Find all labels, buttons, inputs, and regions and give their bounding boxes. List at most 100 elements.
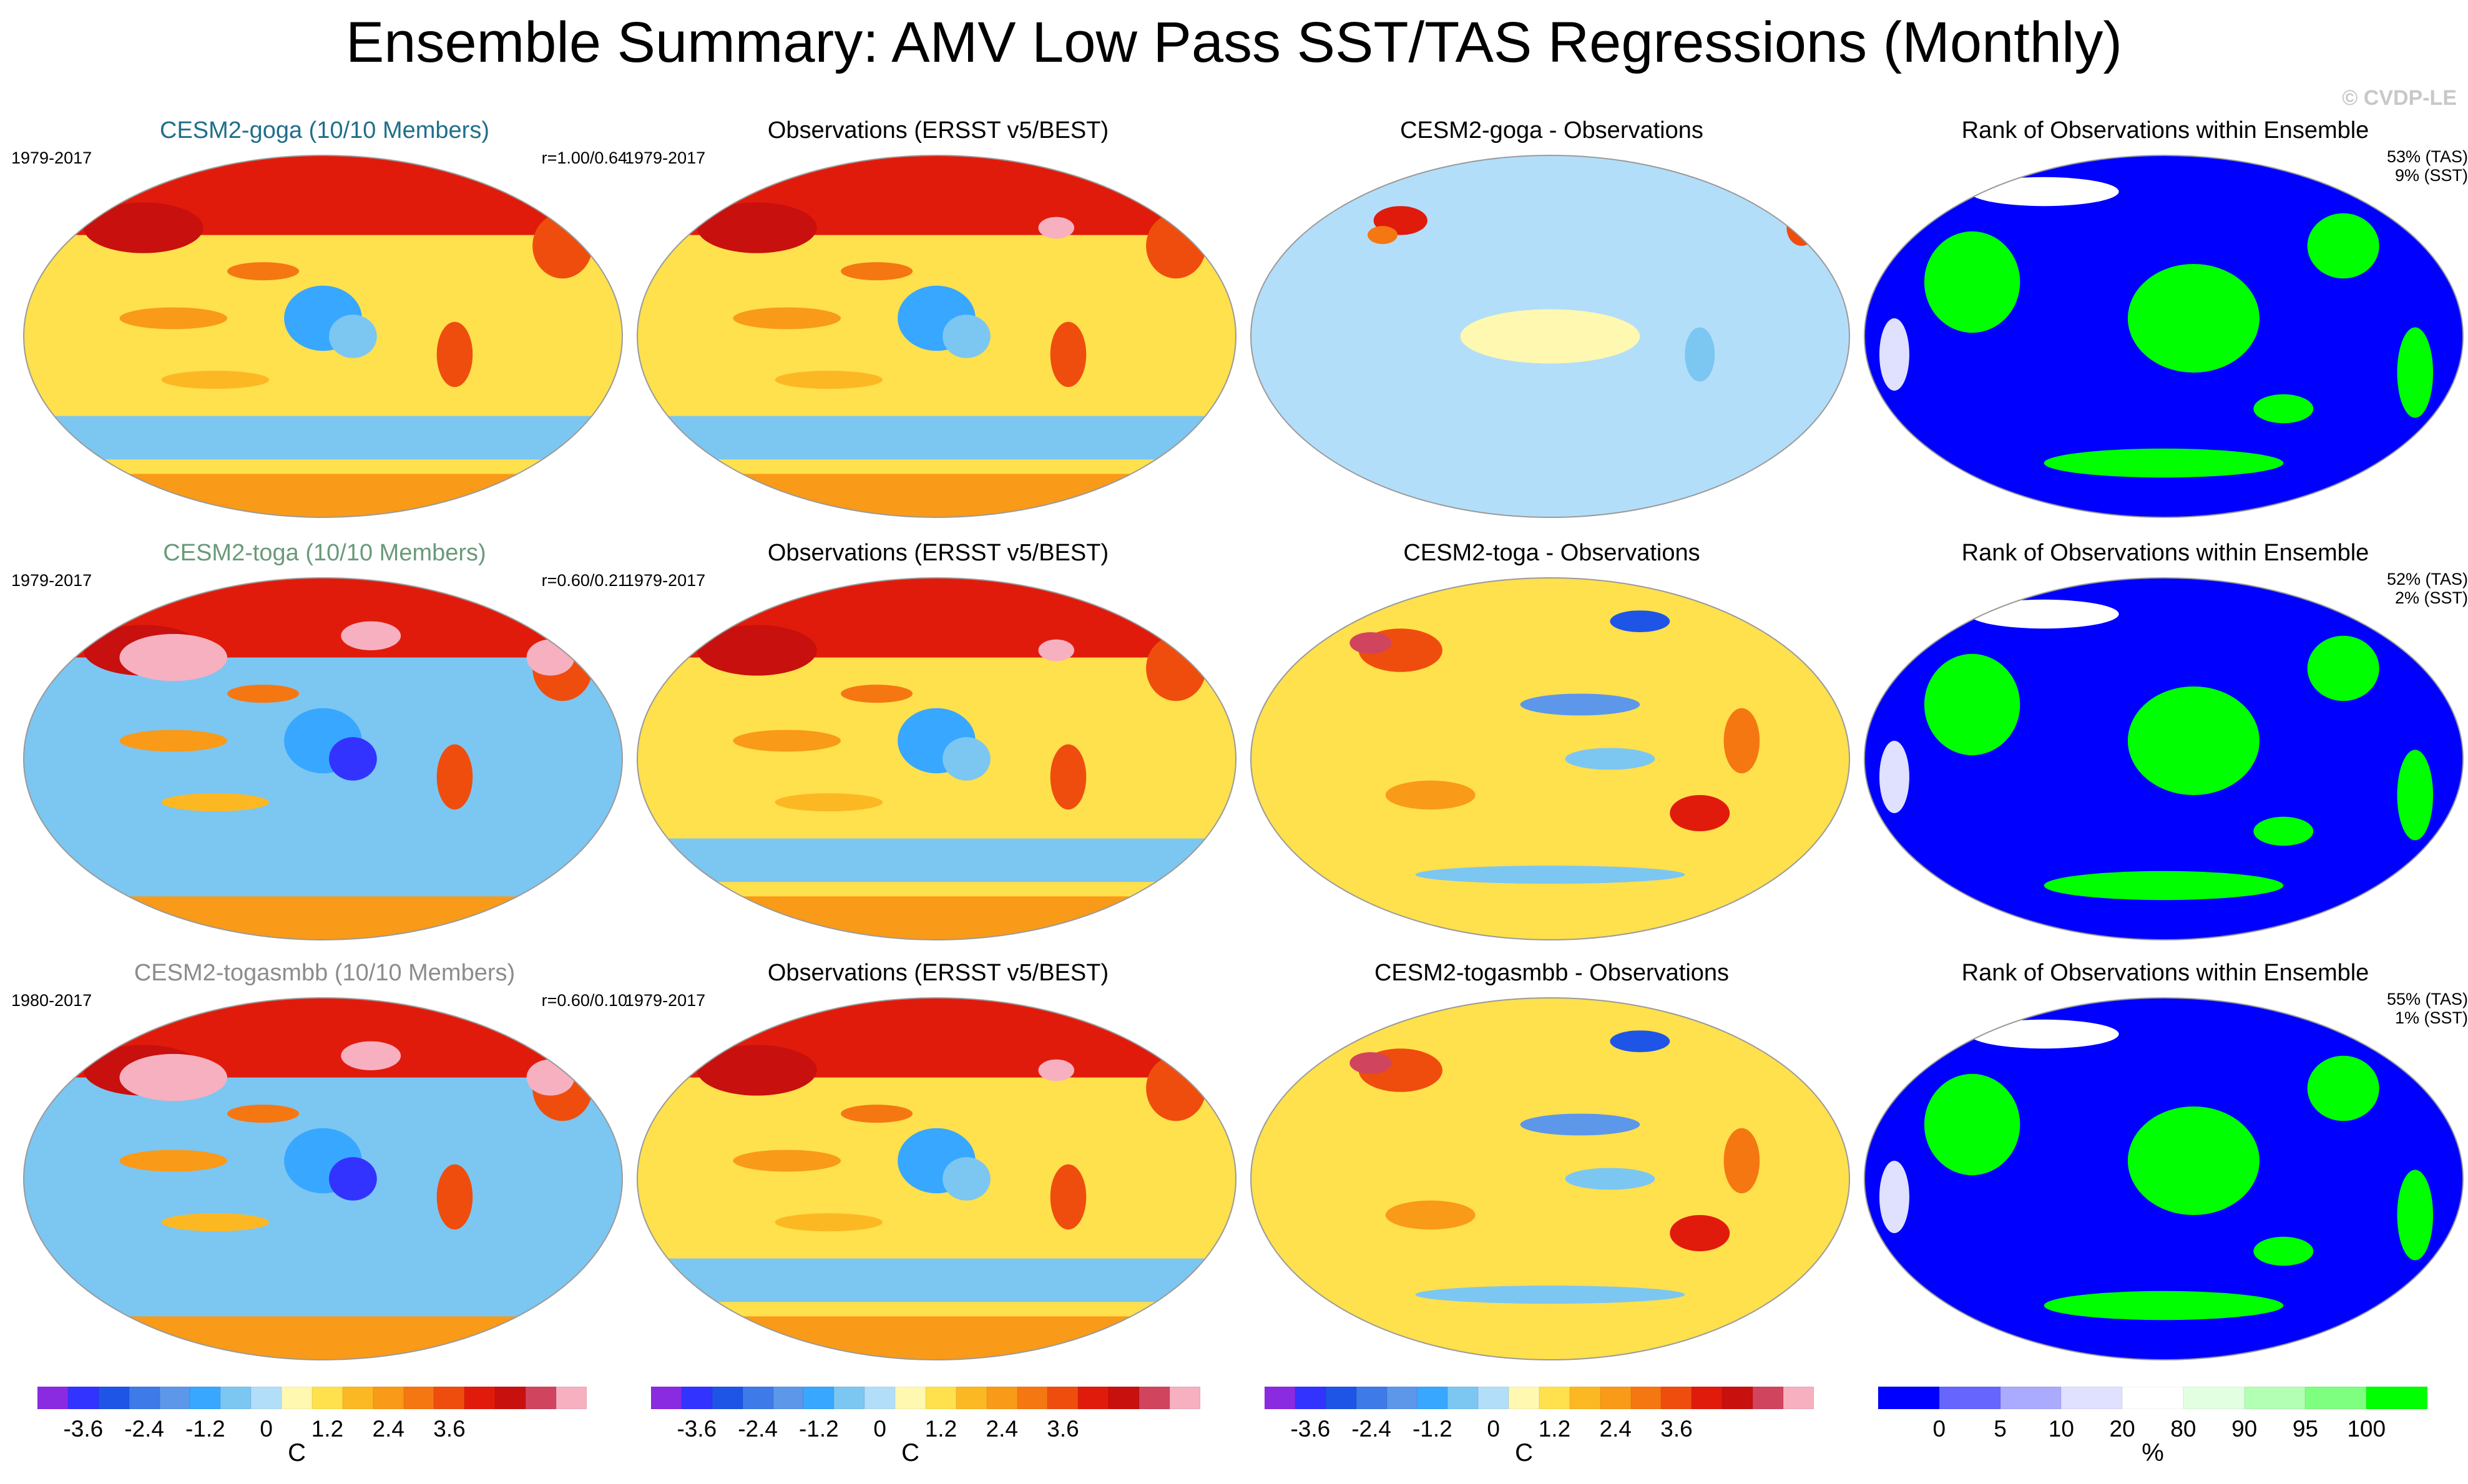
rank-region <box>2307 635 2379 701</box>
colorbar-tick-label: 1.2 <box>924 1416 957 1442</box>
years-label-obs-1: 1979-2017 <box>625 149 706 167</box>
rank-region <box>2253 816 2314 846</box>
warm-region <box>436 321 473 388</box>
colorbar-swatch <box>251 1387 282 1409</box>
colorbar-swatch <box>1109 1387 1139 1409</box>
anomaly-base <box>1251 578 1849 940</box>
map-obs-1 <box>637 155 1236 518</box>
warm-region <box>1050 1164 1087 1230</box>
rank-sst-2: 2% (SST) <box>2394 588 2468 607</box>
anomaly-region <box>1610 610 1670 632</box>
colorbar-tick-label: 2.4 <box>1599 1416 1632 1442</box>
anomaly-region <box>1385 780 1476 810</box>
land-mask <box>1038 217 1075 239</box>
colorbar-tick-label: 90 <box>2231 1416 2258 1442</box>
anomaly-region <box>1385 1200 1476 1230</box>
rank-region <box>2127 686 2260 795</box>
colorbar-swatch <box>742 1387 773 1409</box>
southern-ocean-band <box>637 416 1236 460</box>
map-outline <box>637 155 1236 518</box>
colorbar-swatch <box>956 1387 987 1409</box>
rank-region <box>1969 1019 2119 1049</box>
land-mask <box>119 1053 228 1101</box>
anomaly-region <box>1520 1113 1640 1136</box>
colorbar-swatch <box>1692 1387 1723 1409</box>
colorbar-tick-label: 2.4 <box>986 1416 1018 1442</box>
colorbar-swatch <box>98 1387 129 1409</box>
warm-region <box>733 1150 841 1172</box>
colorbar-tick-label: 1.2 <box>1538 1416 1571 1442</box>
colorbar-swatch <box>220 1387 252 1409</box>
panel-title-rank-2: Rank of Observations within Ensemble <box>1961 540 2369 566</box>
anomaly-region <box>1565 1168 1655 1190</box>
antarctic-band <box>637 896 1236 940</box>
map-diff-1 <box>1250 155 1850 518</box>
map-rank-2 <box>1864 577 2464 940</box>
warm-region <box>119 1150 228 1172</box>
warm-region <box>775 371 883 389</box>
warm-region <box>697 1045 817 1096</box>
rank-region <box>1924 231 2020 333</box>
map-outline <box>1250 155 1850 518</box>
colorbar-tick-label: 5 <box>1994 1416 2007 1442</box>
rank-region <box>1924 1073 2020 1176</box>
panel-title-obs-3: Observations (ERSST v5/BEST) <box>767 960 1109 986</box>
map-outline <box>1250 997 1850 1360</box>
land-mask <box>341 621 401 650</box>
southern-ocean-band <box>24 838 622 882</box>
colorbar-swatch <box>373 1387 404 1409</box>
cool-core <box>329 315 377 358</box>
anomaly-region <box>1786 210 1817 246</box>
colorbar-3 <box>1265 1387 1814 1409</box>
warm-region <box>227 262 300 281</box>
colorbar-tick-label: 100 <box>2347 1416 2386 1442</box>
map-ens-3 <box>23 997 623 1360</box>
rank-region <box>1924 653 2020 756</box>
colorbar-4 <box>1878 1387 2427 1409</box>
anomaly-region <box>1565 748 1655 770</box>
colorbar-swatch <box>342 1387 373 1409</box>
years-label-obs-3: 1979-2017 <box>625 991 706 1010</box>
antarctic-band <box>24 1316 622 1360</box>
colorbar-swatch <box>651 1387 682 1409</box>
colorbar-swatch <box>1600 1387 1631 1409</box>
colorbar-tick-label: 80 <box>2170 1416 2196 1442</box>
warm-region <box>697 625 817 676</box>
anomaly-region <box>1670 795 1730 831</box>
colorbar-swatch <box>556 1387 587 1409</box>
anomaly-region <box>1610 1030 1670 1052</box>
colorbar-swatch <box>2061 1387 2123 1409</box>
colorbar-tick-label: -3.6 <box>677 1416 717 1442</box>
warm-region <box>697 202 817 253</box>
rank-region <box>2307 213 2379 279</box>
southern-ocean-band <box>637 838 1236 882</box>
warm-region <box>83 202 203 253</box>
colorbar-tick-label: -2.4 <box>738 1416 778 1442</box>
colorbar-tick-label: 3.6 <box>433 1416 466 1442</box>
colorbar-1 <box>37 1387 587 1409</box>
anomaly-region <box>1415 1286 1685 1304</box>
colorbar-swatch <box>2366 1387 2427 1409</box>
cool-core <box>943 315 991 358</box>
rank-region <box>2307 1055 2379 1121</box>
colorbar-tick-label: -1.2 <box>1412 1416 1452 1442</box>
colorbar-swatch <box>986 1387 1017 1409</box>
rank-region <box>1969 599 2119 629</box>
colorbar-swatch <box>1078 1387 1109 1409</box>
colorbar-swatch <box>434 1387 465 1409</box>
colorbar-swatch <box>1939 1387 2000 1409</box>
land-mask <box>119 633 228 681</box>
rank-region <box>2397 749 2434 841</box>
credit-watermark: © CVDP-LE <box>2342 86 2457 110</box>
colorbar-swatch <box>1139 1387 1170 1409</box>
anomaly-region <box>1723 1128 1760 1194</box>
warm-region <box>161 1213 270 1232</box>
panel-title-ens-3: CESM2-togasmbb (10/10 Members) <box>134 960 516 986</box>
colorbar-swatch <box>190 1387 221 1409</box>
cool-core <box>329 1157 377 1201</box>
warm-region <box>436 744 473 810</box>
rank-tas-2: 52% (TAS) <box>2386 570 2468 588</box>
land-mask <box>341 1041 401 1070</box>
colorbar-swatch <box>1417 1387 1448 1409</box>
colorbar-swatch <box>1661 1387 1692 1409</box>
